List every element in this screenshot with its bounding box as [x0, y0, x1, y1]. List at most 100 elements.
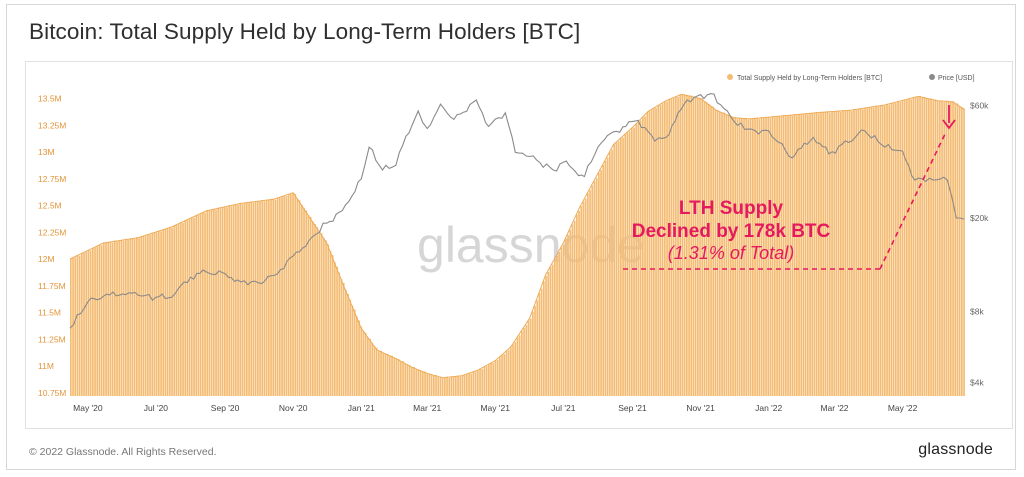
supply-bar	[820, 111, 822, 396]
supply-bar	[906, 100, 908, 396]
supply-bar	[928, 98, 930, 397]
supply-bar	[512, 344, 514, 396]
supply-bar	[382, 352, 385, 396]
supply-bar	[565, 238, 567, 396]
supply-bar	[87, 249, 90, 396]
supply-bar	[936, 100, 939, 396]
supply-bar	[787, 115, 789, 397]
supply-bar	[686, 94, 688, 397]
supply-bar	[635, 123, 638, 396]
y-left-tick-label: 11.5M	[38, 308, 61, 318]
supply-bar	[446, 376, 448, 396]
supply-bar	[945, 100, 948, 396]
supply-bar	[862, 109, 864, 397]
supply-bar	[833, 111, 836, 397]
supply-bar	[356, 316, 358, 396]
x-tick-label: Mar '22	[820, 403, 848, 413]
supply-bar	[853, 109, 855, 397]
supply-bar	[439, 376, 442, 396]
supply-bar	[886, 103, 888, 396]
supply-bar	[873, 107, 875, 397]
supply-bar	[547, 271, 550, 396]
supply-bar	[543, 281, 545, 396]
supply-bar	[628, 131, 631, 396]
supply-bar	[393, 357, 396, 396]
supply-bar	[336, 266, 338, 396]
supply-bar	[505, 350, 508, 396]
supply-bar	[725, 115, 728, 396]
supply-bar	[776, 116, 778, 396]
y-left-tick-label: 12.5M	[38, 201, 62, 211]
supply-bar	[246, 202, 248, 396]
supply-bar	[230, 206, 233, 396]
supply-bar	[943, 101, 946, 397]
supply-bar	[175, 225, 178, 396]
supply-bar	[903, 100, 906, 397]
supply-bar	[532, 311, 534, 396]
supply-bar	[954, 103, 957, 396]
supply-bar	[571, 224, 574, 396]
supply-bar	[752, 119, 754, 396]
supply-bar	[617, 141, 620, 396]
supply-bar	[620, 137, 622, 396]
y-left-tick-label: 11.25M	[38, 334, 66, 344]
supply-bar	[298, 200, 301, 396]
supply-bar	[921, 97, 924, 397]
supply-bar	[274, 199, 277, 396]
supply-bar	[375, 347, 378, 396]
supply-bar	[122, 240, 125, 396]
supply-bar	[501, 355, 503, 396]
supply-bar	[939, 100, 941, 396]
x-tick-label: Jan '22	[755, 403, 782, 413]
supply-bar	[457, 375, 459, 396]
supply-bar	[545, 275, 547, 396]
supply-bar	[248, 203, 250, 396]
supply-bar	[510, 347, 512, 396]
supply-bar	[899, 101, 902, 397]
supply-bar	[815, 112, 818, 396]
supply-bar	[125, 238, 127, 396]
supply-bar	[952, 101, 954, 396]
supply-bar	[730, 116, 732, 396]
supply-bar	[892, 102, 895, 397]
supply-bar	[364, 332, 367, 396]
supply-bar	[688, 96, 690, 397]
supply-bar	[521, 331, 523, 396]
supply-bar	[646, 112, 649, 396]
supply-bar	[490, 362, 492, 396]
supply-bar	[551, 264, 554, 396]
x-tick-label: Sep '20	[211, 403, 240, 413]
supply-bar	[503, 354, 506, 396]
supply-bar	[664, 101, 666, 396]
supply-bar	[925, 98, 928, 397]
supply-bar	[798, 114, 800, 396]
supply-bar	[151, 233, 154, 396]
supply-bar	[391, 355, 393, 396]
supply-bar	[782, 115, 785, 396]
supply-bar	[197, 215, 200, 396]
supply-bar	[826, 111, 829, 397]
annotation-line-3: (1.31% of Total)	[668, 243, 794, 263]
supply-bar	[917, 97, 919, 396]
supply-bar	[864, 107, 866, 396]
supply-bar	[562, 244, 565, 396]
supply-bar	[754, 118, 756, 396]
supply-bar	[448, 377, 451, 396]
x-tick-label: Nov '20	[279, 403, 308, 413]
supply-bar	[72, 257, 74, 396]
supply-bar	[419, 370, 422, 396]
supply-bar	[466, 374, 468, 396]
supply-bar	[831, 111, 833, 396]
supply-bar	[868, 107, 871, 397]
supply-bar	[116, 241, 118, 396]
supply-bar	[818, 113, 820, 396]
supply-bar	[380, 350, 382, 396]
supply-bar	[857, 109, 860, 397]
x-tick-label: Sep '21	[618, 403, 647, 413]
supply-bar	[947, 101, 950, 396]
supply-bar	[879, 105, 882, 396]
chart-area: glassnode 13.5M 13.25M 13M 12.75M 12.5M 12.25…	[25, 61, 1013, 429]
supply-bar	[331, 255, 334, 396]
supply-bar	[732, 117, 734, 396]
supply-bar	[910, 99, 913, 396]
